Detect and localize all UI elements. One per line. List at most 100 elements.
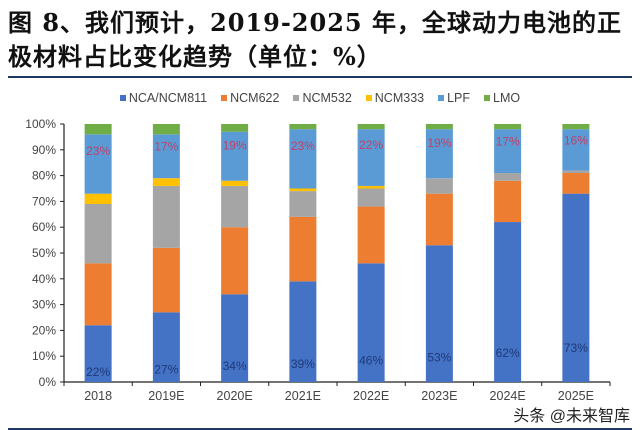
title-divider — [8, 76, 632, 78]
bar-segment-lmo — [494, 124, 522, 130]
legend-swatch — [221, 95, 228, 101]
bar-segment-ncm532 — [357, 188, 385, 207]
bar-segment-nca-ncm811 — [152, 312, 180, 382]
bar-segment-ncm622 — [84, 263, 112, 326]
data-label: 62% — [496, 346, 520, 360]
bar-segment-ncm532 — [289, 191, 317, 217]
bar-segment-ncm622 — [494, 180, 522, 223]
bar-segment-ncm333 — [152, 178, 180, 186]
y-tick-label: 30% — [32, 298, 56, 312]
legend-label: NCA/NCM811 — [128, 91, 208, 105]
y-tick-label: 90% — [32, 143, 56, 157]
bar-segment-lpf — [357, 129, 385, 186]
bar-segment-nca-ncm811 — [425, 245, 453, 382]
bar-segment-lmo — [289, 124, 317, 130]
bar-segment-lpf — [425, 129, 453, 179]
data-label: 17% — [496, 134, 520, 148]
x-tick-label: 2021E — [285, 389, 321, 403]
bar-segment-ncm622 — [152, 247, 180, 313]
legend-swatch — [484, 95, 491, 101]
bar-segment-ncm532 — [84, 203, 112, 264]
legend-swatch — [119, 95, 126, 101]
x-tick-label: 2022E — [353, 389, 389, 403]
data-label: 73% — [564, 341, 588, 355]
bar-segment-ncm532 — [562, 170, 590, 174]
bar-segment-ncm622 — [425, 193, 453, 246]
legend-label: LMO — [493, 91, 521, 105]
legend-label: NCM622 — [230, 91, 280, 105]
data-label: 23% — [291, 139, 315, 153]
legend-item: NCM333 — [365, 90, 425, 106]
bar-segment-lmo — [152, 124, 180, 135]
y-tick-label: 40% — [32, 272, 56, 286]
legend-item: NCA/NCM811 — [119, 90, 208, 106]
bar-segment-lpf — [494, 129, 522, 174]
bar-segment-lpf — [152, 134, 180, 179]
data-label: 46% — [359, 354, 383, 368]
y-tick-label: 100% — [25, 117, 56, 131]
legend-item: NCM622 — [221, 90, 279, 106]
y-tick-label: 60% — [32, 220, 56, 234]
bar-segment-ncm532 — [425, 178, 453, 194]
y-tick-label: 80% — [32, 169, 56, 183]
data-label: 16% — [564, 134, 588, 148]
legend-swatch — [365, 95, 372, 101]
bar-segment-nca-ncm811 — [494, 222, 522, 382]
bar-segment-ncm622 — [221, 227, 249, 295]
data-label: 17% — [154, 140, 178, 154]
x-tick-label: 2019E — [148, 389, 184, 403]
bar-segment-lmo — [425, 124, 453, 130]
x-tick-label: 2018 — [84, 389, 112, 403]
x-tick-label: 2020E — [217, 389, 253, 403]
bar-segment-ncm622 — [357, 206, 385, 264]
bar-segment-nca-ncm811 — [562, 193, 590, 382]
data-label: 19% — [223, 138, 247, 152]
bar-segment-ncm532 — [221, 185, 249, 228]
bar-segment-nca-ncm811 — [357, 263, 385, 382]
bar-segment-nca-ncm811 — [84, 325, 112, 382]
watermark: 头条 @未来智库 — [513, 408, 630, 425]
bar-segment-ncm333 — [289, 188, 317, 192]
y-tick-label: 70% — [32, 194, 56, 208]
chart-title: 图 8、我们预计，2019-2025 年，全球动力电池的正极材料占比变化趋势（单… — [8, 8, 622, 71]
data-label: 39% — [291, 357, 315, 371]
bar-segment-ncm622 — [562, 173, 590, 194]
bar-segment-ncm622 — [289, 216, 317, 282]
legend-label: NCM532 — [302, 91, 352, 105]
bar-segment-lmo — [221, 124, 249, 132]
x-tick-label: 2023E — [421, 389, 457, 403]
legend-label: NCM333 — [374, 91, 425, 105]
bar-segment-lmo — [357, 124, 385, 130]
data-label: 23% — [86, 144, 110, 158]
bar-segment-lpf — [221, 131, 249, 181]
bar-segment-ncm532 — [152, 185, 180, 248]
y-tick-label: 50% — [32, 246, 56, 260]
bar-segment-ncm333 — [357, 185, 385, 189]
data-label: 22% — [359, 138, 383, 152]
bar-segment-lpf — [289, 129, 317, 189]
legend-swatch — [293, 95, 300, 101]
bar-segment-ncm532 — [494, 173, 522, 181]
bar-segment-lmo — [84, 124, 112, 135]
data-label: 34% — [223, 359, 247, 373]
legend-swatch — [438, 95, 445, 101]
bottom-divider — [8, 428, 632, 430]
legend-item: NCM532 — [293, 90, 352, 106]
x-tick-label: 2025E — [558, 389, 594, 403]
y-tick-label: 0% — [39, 375, 57, 389]
legend-item: LPF — [438, 90, 470, 106]
y-tick-label: 10% — [32, 349, 56, 363]
bar-segment-lpf — [562, 129, 590, 171]
bar-segment-nca-ncm811 — [221, 294, 249, 382]
data-label: 53% — [427, 350, 451, 364]
legend: NCA/NCM811 NCM622 NCM532 NCM333 LPF LMO — [0, 90, 640, 106]
data-label: 22% — [86, 365, 110, 379]
bar-segment-lmo — [562, 124, 590, 130]
y-tick-label: 20% — [32, 323, 56, 337]
x-tick-label: 2024E — [490, 389, 526, 403]
bar-segment-ncm333 — [84, 193, 112, 204]
legend-label: LPF — [447, 91, 471, 105]
legend-item: LMO — [484, 90, 520, 106]
bar-segment-lpf — [84, 134, 112, 194]
